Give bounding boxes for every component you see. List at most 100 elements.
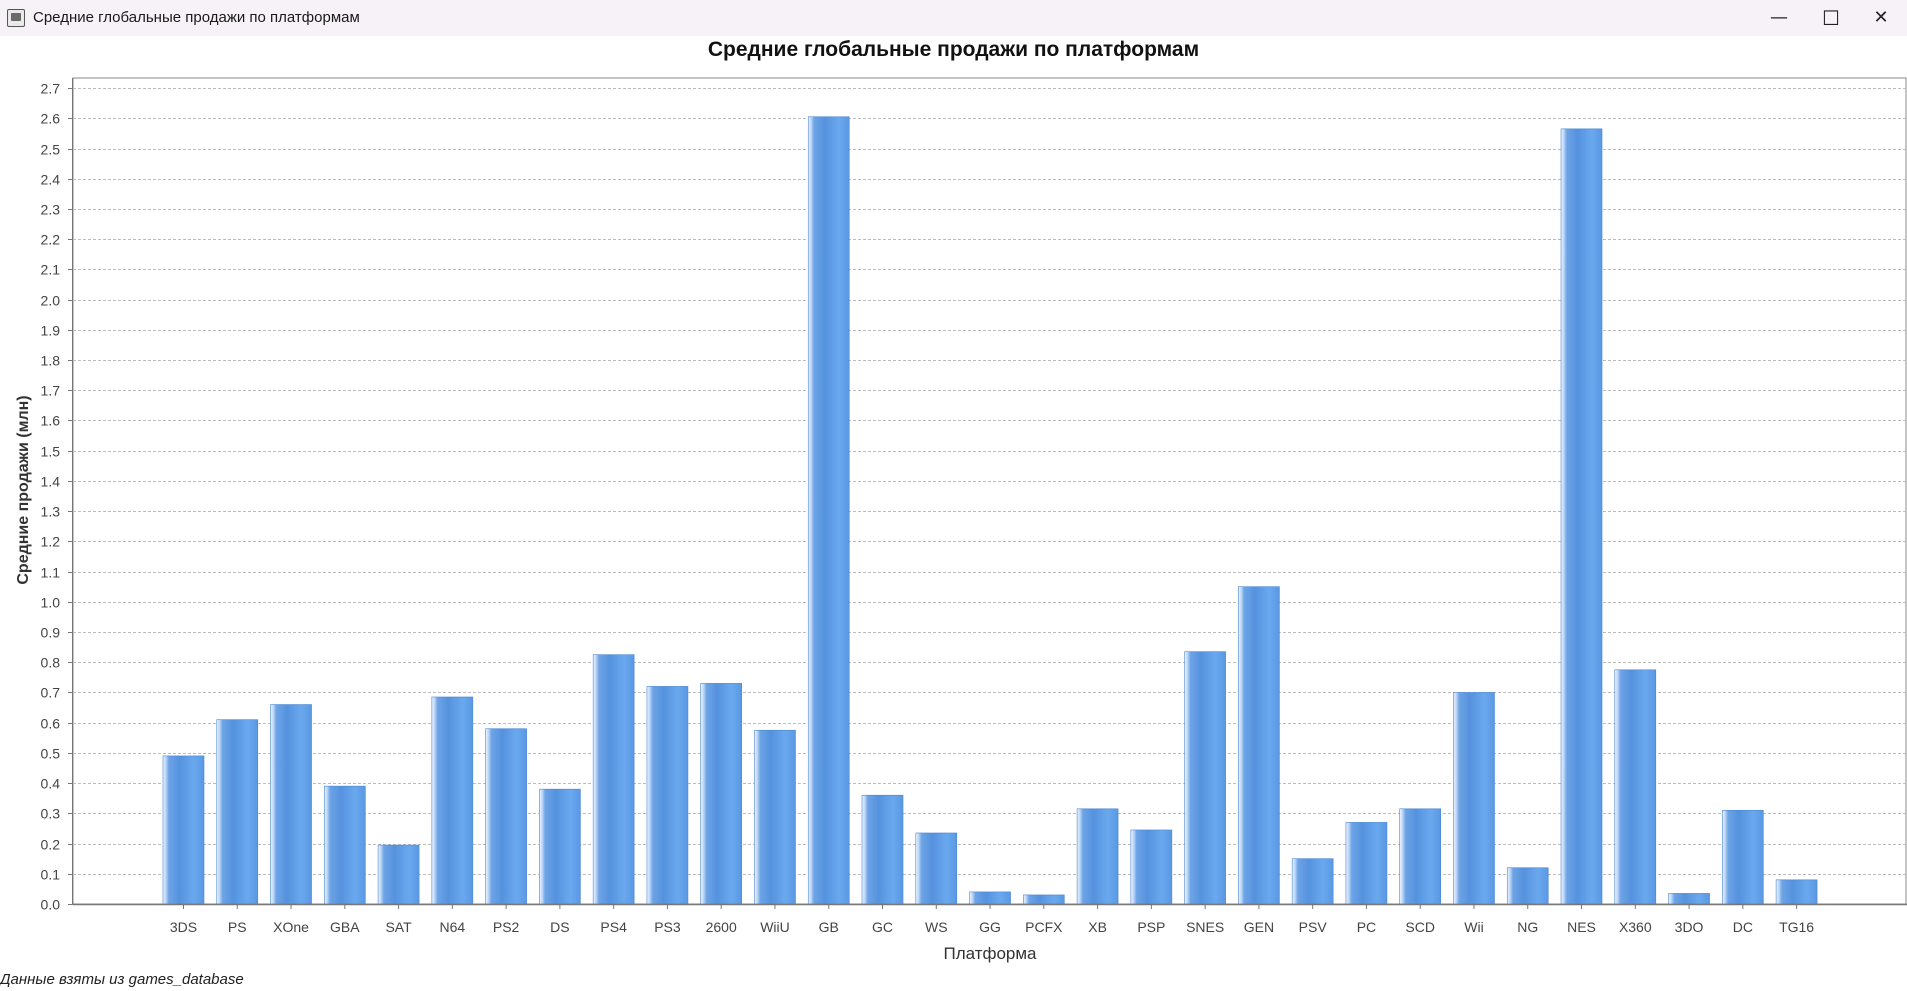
bar-3ds <box>162 755 205 905</box>
bar-xone <box>270 704 312 905</box>
y-tick-label: 0.7 <box>41 685 61 701</box>
close-button[interactable]: ✕ <box>1873 7 1889 28</box>
bar-wiiu <box>754 729 796 905</box>
minimize-button[interactable]: — <box>1770 7 1788 28</box>
x-axis-label: Платформа <box>943 944 1037 963</box>
x-tick-label: X360 <box>1619 919 1652 935</box>
y-tick-label: 1.4 <box>41 474 61 490</box>
bar-sat <box>377 844 420 905</box>
bar-gg <box>969 891 1011 905</box>
bar-psv <box>1291 858 1334 905</box>
y-tick-label: 0.9 <box>41 625 61 641</box>
y-tick-label: 0.2 <box>41 837 61 853</box>
bar-gba <box>324 785 366 905</box>
y-tick-label: 0.0 <box>41 897 61 913</box>
x-tick-label: WS <box>925 919 948 935</box>
app-icon <box>7 9 25 27</box>
x-tick-label: GB <box>819 919 839 935</box>
y-tick-label: 1.8 <box>41 353 61 369</box>
y-tick-label: 2.2 <box>41 232 61 248</box>
x-tick-label: PS3 <box>654 919 681 935</box>
x-tick-label: GC <box>872 919 893 935</box>
bar-ds <box>539 788 581 905</box>
y-tick-label: 1.2 <box>41 534 61 550</box>
y-tick-label: 2.4 <box>41 172 61 188</box>
window-titlebar: Средние глобальные продажи по платформам… <box>0 0 1907 37</box>
x-tick-label: WiiU <box>760 919 790 935</box>
x-tick-label: NES <box>1567 919 1596 935</box>
y-tick-label: 2.5 <box>41 142 61 158</box>
y-tick-label: 0.4 <box>41 776 61 792</box>
x-tick-label: PSP <box>1137 919 1165 935</box>
x-tick-label: SCD <box>1405 919 1435 935</box>
maximize-button[interactable]: ☐ <box>1822 6 1840 30</box>
bar-pc <box>1345 822 1388 905</box>
y-tick-label: 2.3 <box>41 202 61 218</box>
bar-tg16 <box>1775 879 1818 905</box>
x-tick-label: GEN <box>1244 919 1274 935</box>
x-tick-label: SNES <box>1186 919 1224 935</box>
y-tick-label: 0.5 <box>41 746 61 762</box>
y-tick-label: 0.3 <box>41 806 61 822</box>
x-tick-label: Wii <box>1464 919 1483 935</box>
bar-wii <box>1453 692 1495 905</box>
bar-ps2 <box>485 728 527 905</box>
x-tick-label: GG <box>979 919 1001 935</box>
y-tick-label: 2.1 <box>41 262 61 278</box>
x-tick-label: PS2 <box>493 919 520 935</box>
x-tick-label: 3DS <box>170 919 197 935</box>
bar-nes <box>1560 128 1603 905</box>
y-axis-label: Средние продажи (млн) <box>15 395 32 585</box>
bar-2600 <box>700 683 743 905</box>
y-tick-label: 1.5 <box>41 444 61 460</box>
x-tick-label: DC <box>1733 919 1753 935</box>
bar-gen <box>1238 586 1280 905</box>
y-tick-label: 1.3 <box>41 504 61 520</box>
bar-ps3 <box>646 686 689 905</box>
bar-dc <box>1722 810 1764 905</box>
bar-ps4 <box>592 654 635 905</box>
y-tick-label: 1.0 <box>41 595 61 611</box>
y-tick-label: 0.6 <box>41 716 61 732</box>
x-tick-label: NG <box>1517 919 1538 935</box>
bar-gb <box>807 116 850 905</box>
bar-ws <box>915 832 958 905</box>
y-tick-label: 2.6 <box>41 111 61 127</box>
x-tick-label: PCFX <box>1025 919 1063 935</box>
x-tick-label: SAT <box>385 919 412 935</box>
bar-pcfx <box>1023 894 1065 905</box>
x-tick-label: GBA <box>330 919 360 935</box>
y-tick-label: 2.7 <box>41 81 61 97</box>
y-tick-label: 1.9 <box>41 323 61 339</box>
x-tick-label: PSV <box>1299 919 1328 935</box>
y-tick-label: 0.8 <box>41 655 61 671</box>
bar-xb <box>1076 808 1119 905</box>
x-tick-label: XB <box>1088 919 1107 935</box>
data-source-note: Данные взяты из games_database <box>0 971 244 988</box>
x-tick-label: PS <box>228 919 247 935</box>
x-tick-label: XOne <box>273 919 309 935</box>
window-title: Средние глобальные продажи по платформам <box>33 9 360 26</box>
x-tick-label: 2600 <box>706 919 737 935</box>
bar-x360 <box>1614 669 1657 905</box>
bar-ng <box>1506 867 1549 905</box>
bar-gc <box>861 794 904 905</box>
chart-title: Средние глобальные продажи по платформам <box>707 38 1200 61</box>
y-tick-label: 2.0 <box>41 293 61 309</box>
x-tick-label: DS <box>550 919 569 935</box>
y-tick-label: 0.1 <box>41 867 61 883</box>
x-tick-label: PC <box>1357 919 1376 935</box>
x-tick-label: TG16 <box>1779 919 1814 935</box>
bar-ps <box>216 719 259 905</box>
bar-snes <box>1184 651 1226 905</box>
bar-scd <box>1399 808 1442 905</box>
bar-n64 <box>431 696 474 905</box>
y-tick-label: 1.6 <box>41 413 61 429</box>
bar-psp <box>1130 829 1173 905</box>
bar-3do <box>1668 893 1710 905</box>
x-tick-label: N64 <box>440 919 466 935</box>
y-tick-label: 1.1 <box>41 565 61 581</box>
y-tick-label: 1.7 <box>41 383 61 399</box>
x-tick-label: 3DO <box>1675 919 1704 935</box>
